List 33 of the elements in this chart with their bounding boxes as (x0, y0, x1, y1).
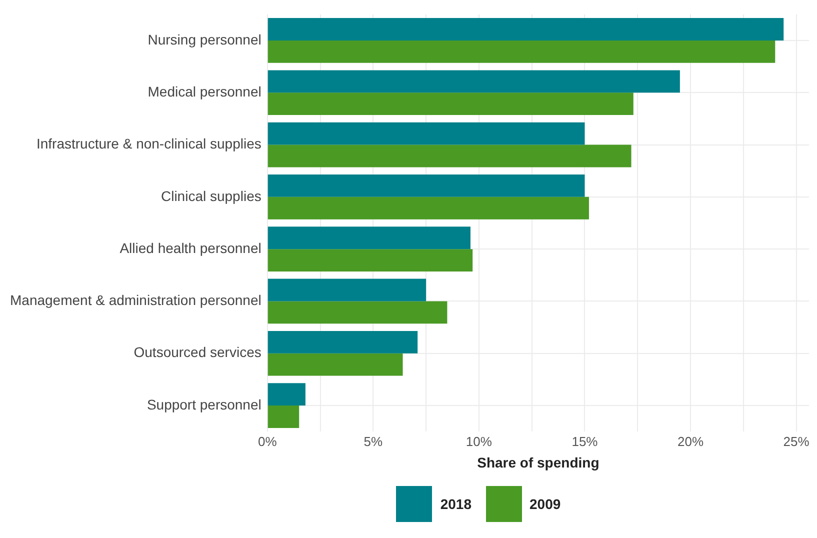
y-tick-label: Outsourced services (134, 344, 262, 360)
bar (268, 249, 473, 272)
x-tick-label: 15% (572, 434, 598, 449)
x-tick-label: 0% (258, 434, 278, 449)
bar (268, 278, 426, 302)
y-tick-label: Allied health personnel (120, 240, 262, 256)
y-tick-label: Clinical supplies (160, 188, 262, 204)
x-tick-label: 20% (678, 434, 704, 449)
bar (268, 330, 418, 354)
bar (268, 353, 403, 376)
y-tick-label: Management & administration personnel (10, 292, 262, 308)
y-tick-label: Medical personnel (148, 83, 262, 100)
bar (268, 301, 448, 324)
bar (268, 70, 680, 93)
y-tick-label: Support personnel (146, 396, 262, 412)
x-tick-label: 5% (364, 434, 383, 449)
bar (268, 40, 776, 63)
text: 2009 (530, 496, 561, 512)
bar (268, 383, 306, 406)
bar (268, 18, 784, 40)
x-tick-label: 25% (783, 434, 810, 449)
bar (268, 144, 632, 168)
bar (268, 406, 300, 428)
y-tick-label: Infrastructure & non-clinical supplies (36, 136, 262, 152)
bar (268, 174, 585, 197)
bar (268, 226, 470, 250)
text: 2018 (440, 496, 472, 512)
y-tick-label: Nursing personnel (148, 31, 262, 48)
x-axis-title: Share of spending (477, 454, 600, 470)
bar (268, 92, 634, 116)
bar (268, 196, 589, 220)
bar (268, 122, 585, 145)
x-tick-label: 10% (466, 434, 492, 449)
